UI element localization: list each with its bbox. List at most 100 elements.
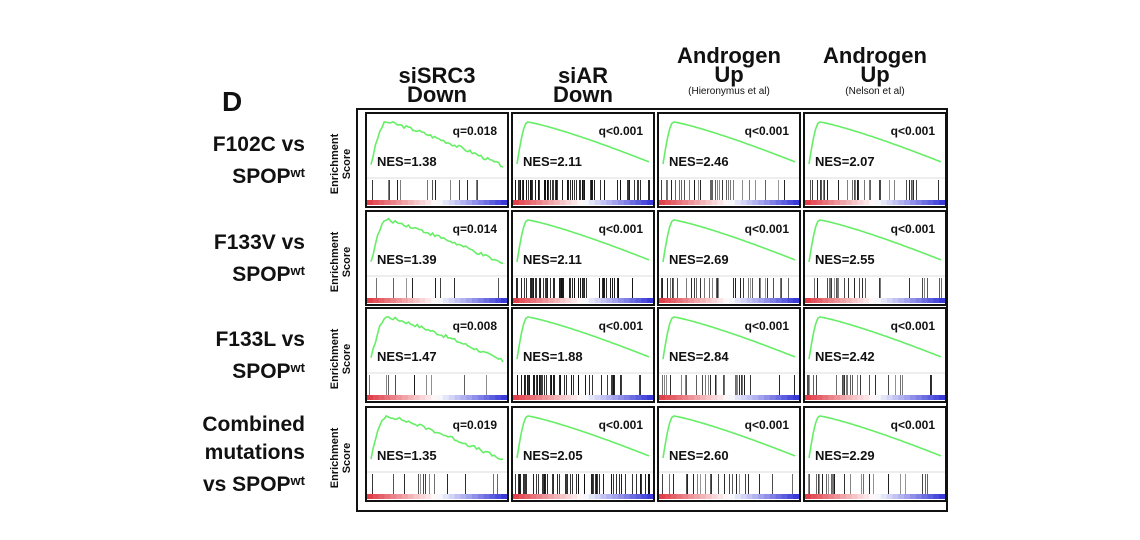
hit-mark <box>530 180 531 200</box>
hit-mark <box>547 180 548 200</box>
hit-mark <box>516 278 517 298</box>
hit-mark <box>536 278 537 298</box>
ranking-segment <box>419 395 426 400</box>
ranking-segment <box>734 298 742 303</box>
ranking-segment <box>477 494 485 499</box>
ranking-segment <box>559 494 566 499</box>
hit-barcode <box>814 278 942 298</box>
hit-mark <box>548 180 549 200</box>
hit-mark <box>498 278 499 298</box>
enrichment-plot: q=0.014 NES=1.39 <box>365 210 509 306</box>
hit-mark <box>749 180 750 200</box>
ranking-segment <box>390 200 397 205</box>
ranking-segment <box>880 494 888 499</box>
ranking-segment <box>623 494 631 499</box>
ranking-segment <box>921 298 928 303</box>
hit-mark <box>636 474 637 494</box>
enrichment-curve <box>662 121 796 165</box>
row-label-line: SPOPwt <box>214 257 305 289</box>
ranking-segment <box>629 395 636 400</box>
ranking-segment <box>448 395 455 400</box>
hit-barcode <box>372 474 498 494</box>
ranking-metric-bar <box>367 494 507 499</box>
ranking-segment <box>466 298 473 303</box>
hit-mark <box>545 278 546 298</box>
ranking-segment <box>442 298 450 303</box>
hit-mark <box>675 180 676 200</box>
ranking-segment <box>816 395 823 400</box>
ranking-segment <box>746 395 753 400</box>
ranking-segment <box>688 200 695 205</box>
ranking-segment <box>384 200 391 205</box>
enrichment-curve <box>370 217 504 265</box>
hit-mark <box>880 180 881 200</box>
ranking-segment <box>594 200 601 205</box>
hit-mark <box>869 180 870 200</box>
hit-mark <box>664 375 665 395</box>
ranking-segment <box>769 494 777 499</box>
ranking-segment <box>454 298 461 303</box>
ranking-segment <box>495 395 502 400</box>
y-axis-label-text: Enrichment Score <box>329 133 353 195</box>
ranking-segment <box>734 494 742 499</box>
hit-mark <box>716 375 717 395</box>
ranking-segment <box>378 494 385 499</box>
ranking-segment <box>635 298 642 303</box>
hit-mark <box>559 474 560 494</box>
ranking-segment <box>857 395 864 400</box>
hit-mark <box>617 180 618 200</box>
ranking-segment <box>530 395 537 400</box>
hit-mark <box>830 278 831 298</box>
ranking-segment <box>769 200 777 205</box>
hit-mark <box>435 180 436 200</box>
hit-mark <box>591 180 592 200</box>
hit-mark <box>531 180 532 200</box>
hit-mark <box>684 180 685 200</box>
hit-mark <box>393 474 394 494</box>
ranking-segment <box>623 395 631 400</box>
hit-mark <box>916 180 917 200</box>
ranking-metric-bar <box>659 200 799 205</box>
row-label-line: Combined <box>202 411 305 439</box>
ranking-segment <box>910 200 917 205</box>
hit-mark <box>563 278 564 298</box>
enrichment-plot: q<0.001 NES=2.11 <box>511 210 655 306</box>
hit-mark <box>729 474 730 494</box>
ranking-segment <box>793 298 799 303</box>
hit-mark <box>569 278 570 298</box>
ranking-segment <box>845 395 853 400</box>
ranking-segment <box>711 298 718 303</box>
hit-mark <box>765 180 766 200</box>
hit-mark <box>686 375 687 395</box>
hit-mark <box>523 180 524 200</box>
enrichment-plot: q<0.001 NES=2.84 <box>657 307 801 403</box>
row-label-superscript: wt <box>290 263 305 278</box>
hit-mark <box>547 474 548 494</box>
ranking-segment <box>536 298 543 303</box>
hit-mark <box>807 375 808 395</box>
ranking-segment <box>705 298 712 303</box>
plot-svg <box>513 316 653 400</box>
ranking-segment <box>705 395 712 400</box>
hit-mark <box>829 278 830 298</box>
row-label-superscript: wt <box>290 165 305 180</box>
ranking-segment <box>448 200 455 205</box>
ranking-segment <box>910 494 917 499</box>
ranking-segment <box>571 494 578 499</box>
hit-mark <box>718 474 719 494</box>
ranking-segment <box>834 395 841 400</box>
ranking-segment <box>425 395 432 400</box>
ranking-segment <box>477 200 485 205</box>
hit-mark <box>594 180 595 200</box>
ranking-segment <box>413 200 420 205</box>
hit-mark <box>584 474 585 494</box>
ranking-segment <box>536 200 543 205</box>
ranking-segment <box>618 395 625 400</box>
hit-mark <box>744 375 745 395</box>
ranking-segment <box>553 298 561 303</box>
ranking-segment <box>431 200 438 205</box>
hit-mark <box>524 375 525 395</box>
hit-mark <box>869 375 870 395</box>
ranking-segment <box>384 395 391 400</box>
ranking-segment <box>927 395 934 400</box>
